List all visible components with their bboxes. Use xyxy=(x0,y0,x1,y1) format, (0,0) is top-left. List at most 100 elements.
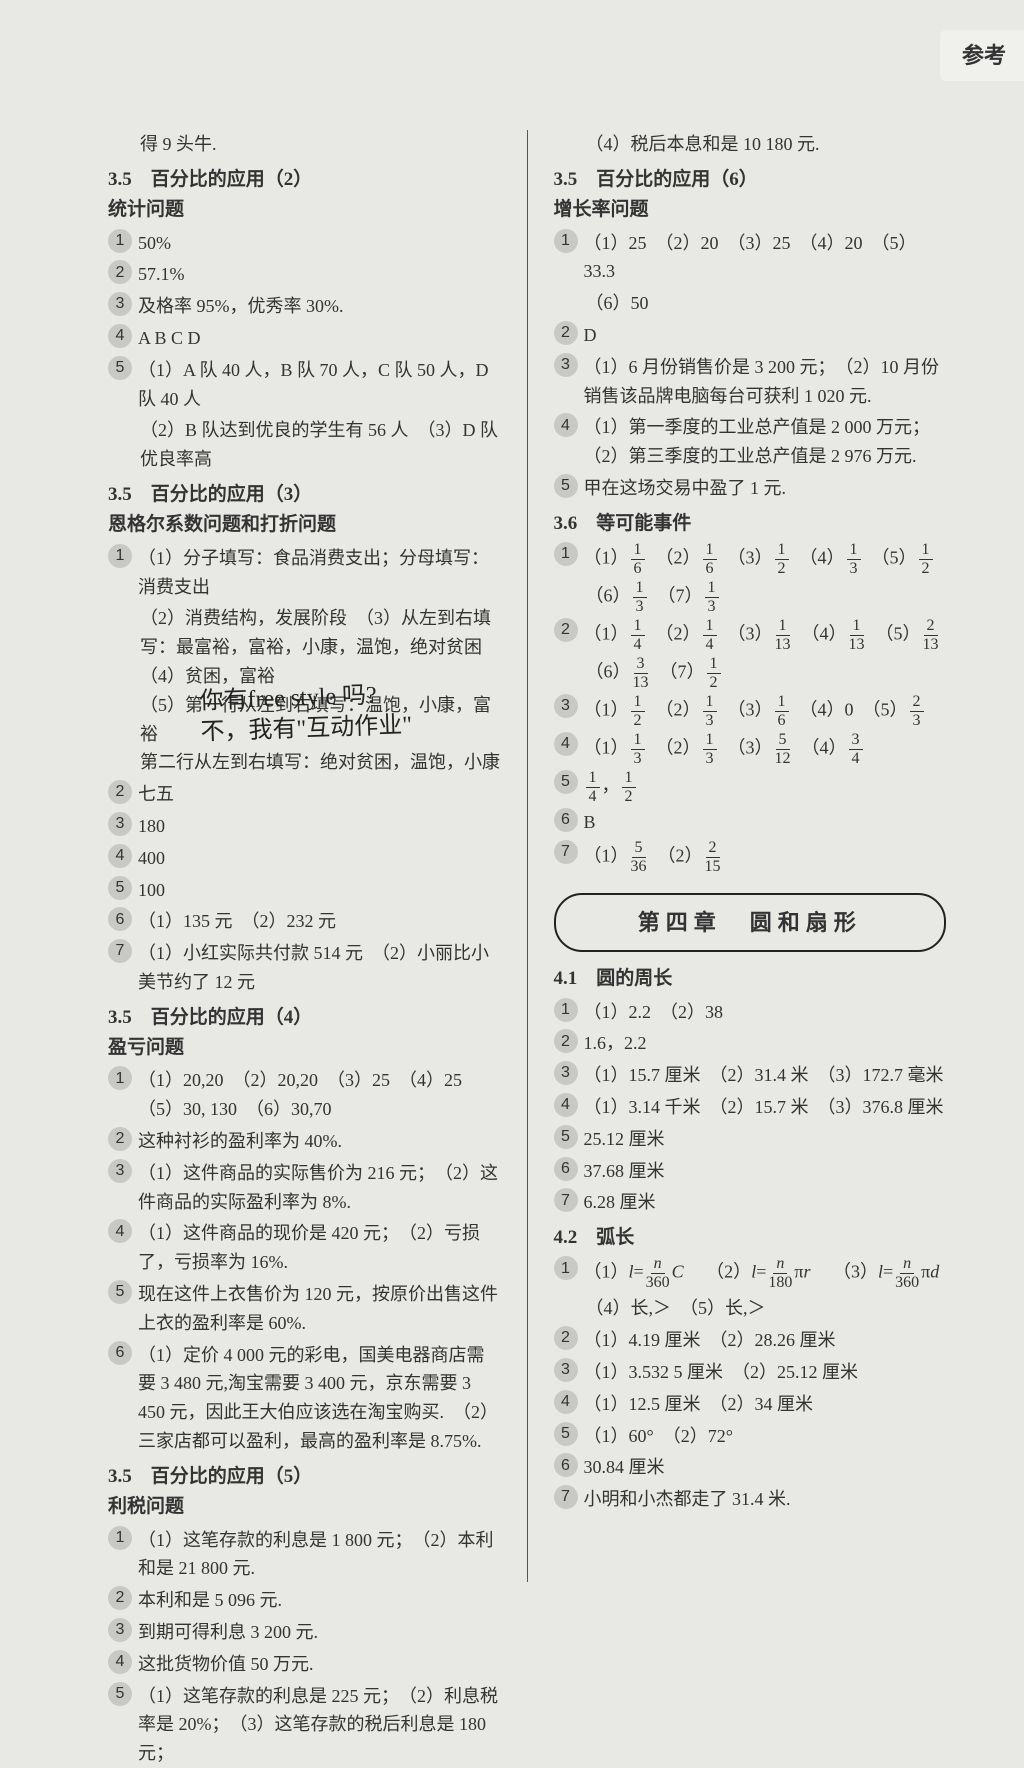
answer: （1）这笔存款的利息是 1 800 元； （2）本利和是 21 800 元. xyxy=(138,1526,501,1584)
answer-fractions: （1）12 （2）13 （3）16 （4）0 （5）23 xyxy=(584,694,947,729)
page-tab: 参考 xyxy=(940,30,1024,81)
answer: 37.68 厘米 xyxy=(584,1157,947,1186)
qnum-icon: 1 xyxy=(554,1256,578,1280)
answer: 57.1% xyxy=(138,260,501,289)
continuation: 得 9 头牛. xyxy=(108,130,501,159)
qnum-icon: 2 xyxy=(554,618,578,642)
qnum-icon: 5 xyxy=(108,356,132,380)
answer: （1）3.532 5 厘米 （2）25.12 厘米 xyxy=(584,1358,947,1387)
answer: （1）3.14 千米 （2）15.7 米 （3）376.8 厘米 xyxy=(584,1093,947,1122)
answer-fractions: （1）16 （2）16 （3）12 （4）13 （5）12 xyxy=(584,542,947,577)
answer: 50% xyxy=(138,229,501,258)
answer-fractions: （6）13 （7）13 xyxy=(554,580,947,615)
answer: 甲在这场交易中盈了 1 元. xyxy=(584,474,947,503)
answer: （1）分子填写：食品消费支出；分母填写：消费支出 xyxy=(138,544,501,602)
answer: 25.12 厘米 xyxy=(584,1125,947,1154)
answer: 30.84 厘米 xyxy=(584,1453,947,1482)
qnum-icon: 3 xyxy=(554,1061,578,1085)
answer: （1）这件商品的现价是 420 元； （2）亏损了，亏损率为 16%. xyxy=(138,1219,501,1277)
answer: （2）B 队达到优良的学生有 56 人 （3）D 队优良率高 xyxy=(108,416,501,474)
qnum-icon: 4 xyxy=(108,324,132,348)
answer: 现在这件上衣售价为 120 元，按原价出售这件上衣的盈利率是 60%. xyxy=(138,1280,501,1338)
chapter-heading: 第四章 圆和扇形 xyxy=(554,893,947,952)
section-subtitle: 利税问题 xyxy=(108,1492,501,1522)
section-title: 3.5 百分比的应用（5） xyxy=(108,1462,501,1492)
page: 得 9 头牛. 3.5 百分比的应用（2） 统计问题 150% 257.1% 3… xyxy=(0,0,1024,1622)
answer: 这种衬衫的盈利率为 40%. xyxy=(138,1127,501,1156)
answer: （1）小红实际共付款 514 元 （2）小丽比小美节约了 12 元 xyxy=(138,939,501,997)
answer-fractions: 14，12 xyxy=(584,770,947,805)
section-subtitle: 统计问题 xyxy=(108,195,501,225)
answer: D xyxy=(584,321,947,350)
answer: （1）第一季度的工业总产值是 2 000 万元； （2）第三季度的工业总产值是 … xyxy=(584,413,947,471)
qnum-icon: 4 xyxy=(554,1390,578,1414)
answer: （1）4.19 厘米 （2）28.26 厘米 xyxy=(584,1326,947,1355)
qnum-icon: 5 xyxy=(108,1280,132,1304)
answer-fractions: （1）13 （2）13 （3）512 （4）34 xyxy=(584,732,947,767)
answer-formula: （1）l=n360C （2）l=n180πr （3）l=n360πd xyxy=(584,1256,947,1291)
qnum-icon: 4 xyxy=(554,732,578,756)
answer: （1）20,20 （2）20,20 （3）25 （4）25 （5）30, 130… xyxy=(138,1066,501,1124)
qnum-icon: 2 xyxy=(554,1029,578,1053)
answer: 100 xyxy=(138,876,501,905)
answer: （1）A 队 40 人，B 队 70 人，C 队 50 人，D 队 40 人 xyxy=(138,356,501,414)
qnum-icon: 6 xyxy=(554,1157,578,1181)
answer: （1）2.2 （2）38 xyxy=(584,998,947,1027)
qnum-icon: 2 xyxy=(108,260,132,284)
answer: （1）这件商品的实际售价为 216 元； （2）这件商品的实际盈利率为 8%. xyxy=(138,1159,501,1217)
qnum-icon: 4 xyxy=(554,1093,578,1117)
answer: （2）消费结构，发展阶段 （3）从左到右填写：最富裕，富裕，小康，温饱，绝对贫困… xyxy=(108,604,501,690)
answer: （1）6 月份销售价是 3 200 元； （2）10 月份销售该品牌电脑每台可获… xyxy=(584,353,947,411)
answer: （1）这笔存款的利息是 225 元； （2）利息税率是 20%； （3）这笔存款… xyxy=(138,1682,501,1768)
answer-fractions: （6）313 （7）12 xyxy=(554,656,947,691)
section-title: 4.2 弧长 xyxy=(554,1223,947,1253)
qnum-icon: 7 xyxy=(554,1485,578,1509)
section-subtitle: 恩格尔系数问题和打折问题 xyxy=(108,510,501,540)
right-column: （4）税后本息和是 10 180 元. 3.5 百分比的应用（6） 增长率问题 … xyxy=(528,130,965,1582)
qnum-icon: 1 xyxy=(554,542,578,566)
answer-fractions: （1）14 （2）14 （3）113 （4）113 （5）213 xyxy=(584,618,947,653)
answer: 本利和是 5 096 元. xyxy=(138,1586,501,1615)
answer: （1）12.5 厘米 （2）34 厘米 xyxy=(584,1390,947,1419)
qnum-icon: 4 xyxy=(108,1219,132,1243)
qnum-icon: 2 xyxy=(554,321,578,345)
answer: （1）60° （2）72° xyxy=(584,1422,947,1451)
section-title: 3.6 等可能事件 xyxy=(554,509,947,539)
answer: 180 xyxy=(138,812,501,841)
section-title: 3.5 百分比的应用（2） xyxy=(108,165,501,195)
qnum-icon: 4 xyxy=(108,844,132,868)
answer: 第二行从左到右填写：绝对贫困，温饱，小康 xyxy=(108,748,501,777)
answer: （1）135 元 （2）232 元 xyxy=(138,907,501,936)
section-title: 3.5 百分比的应用（6） xyxy=(554,165,947,195)
continuation: （4）税后本息和是 10 180 元. xyxy=(554,130,947,159)
answer: 1.6，2.2 xyxy=(584,1029,947,1058)
answer: （6）50 xyxy=(554,289,947,318)
qnum-icon: 1 xyxy=(108,544,132,568)
qnum-icon: 3 xyxy=(554,694,578,718)
answer: （4）长,＞ （5）长,＞ xyxy=(554,1294,947,1323)
qnum-icon: 7 xyxy=(554,1188,578,1212)
qnum-icon: 6 xyxy=(108,1341,132,1365)
qnum-icon: 5 xyxy=(108,876,132,900)
answer: 这批货物价值 50 万元. xyxy=(138,1650,501,1679)
qnum-icon: 6 xyxy=(108,907,132,931)
handwriting: 你有free style 吗? 不，我有"互动作业" xyxy=(199,679,413,749)
answer: （1）15.7 厘米 （2）31.4 米 （3）172.7 毫米 xyxy=(584,1061,947,1090)
qnum-icon: 3 xyxy=(108,292,132,316)
qnum-icon: 1 xyxy=(554,229,578,253)
qnum-icon: 5 xyxy=(554,1125,578,1149)
section-subtitle: 增长率问题 xyxy=(554,195,947,225)
qnum-icon: 3 xyxy=(554,353,578,377)
answer: （1）定价 4 000 元的彩电，国美电器商店需要 3 480 元,淘宝需要 3… xyxy=(138,1341,501,1456)
answer: A B C D xyxy=(138,324,501,353)
section-title: 3.5 百分比的应用（4） xyxy=(108,1003,501,1033)
qnum-icon: 2 xyxy=(108,1127,132,1151)
answer: 到期可得利息 3 200 元. xyxy=(138,1618,501,1647)
qnum-icon: 2 xyxy=(108,1586,132,1610)
answer-fractions: （1）536 （2）215 xyxy=(584,840,947,875)
section-subtitle: 盈亏问题 xyxy=(108,1033,501,1063)
qnum-icon: 5 xyxy=(554,474,578,498)
section-title: 4.1 圆的周长 xyxy=(554,964,947,994)
qnum-icon: 3 xyxy=(108,1159,132,1183)
qnum-icon: 6 xyxy=(554,808,578,832)
